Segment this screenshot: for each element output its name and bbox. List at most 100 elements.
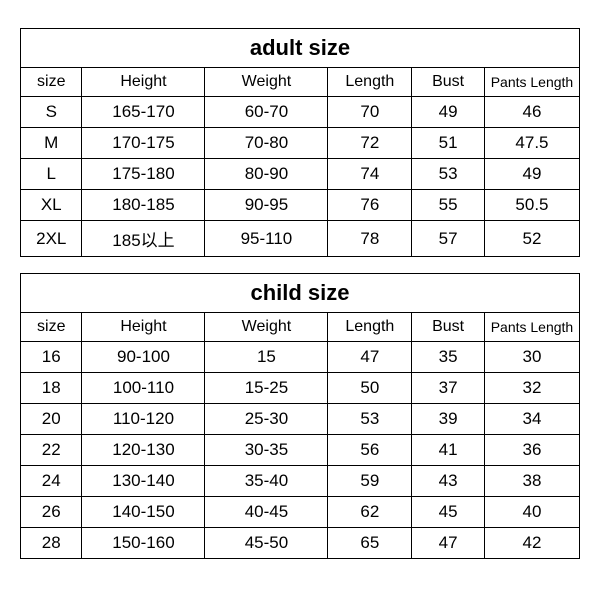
cell-bust: 37 bbox=[412, 373, 485, 404]
table-row: XL180-18590-95765550.5 bbox=[21, 190, 580, 221]
child-size-table: child size size Height Weight Length Bus… bbox=[20, 273, 580, 559]
cell-size: 16 bbox=[21, 342, 82, 373]
column-header-weight: Weight bbox=[205, 68, 328, 97]
cell-length: 76 bbox=[328, 190, 412, 221]
cell-size: L bbox=[21, 159, 82, 190]
column-header-bust: Bust bbox=[412, 68, 485, 97]
cell-height: 100-110 bbox=[82, 373, 205, 404]
cell-length: 47 bbox=[328, 342, 412, 373]
table-row: 24130-14035-40594338 bbox=[21, 466, 580, 497]
cell-height: 170-175 bbox=[82, 128, 205, 159]
cell-weight: 30-35 bbox=[205, 435, 328, 466]
cell-length: 65 bbox=[328, 528, 412, 559]
cell-weight: 95-110 bbox=[205, 221, 328, 257]
cell-bust: 47 bbox=[412, 528, 485, 559]
cell-size: 20 bbox=[21, 404, 82, 435]
column-header-pants: Pants Length bbox=[484, 68, 579, 97]
column-header-weight: Weight bbox=[205, 313, 328, 342]
cell-weight: 15 bbox=[205, 342, 328, 373]
adult-size-table: adult size size Height Weight Length Bus… bbox=[20, 28, 580, 257]
cell-size: S bbox=[21, 97, 82, 128]
column-header-length: Length bbox=[328, 313, 412, 342]
cell-pants: 38 bbox=[484, 466, 579, 497]
cell-length: 78 bbox=[328, 221, 412, 257]
child-size-table-wrapper: child size size Height Weight Length Bus… bbox=[20, 273, 580, 559]
cell-length: 72 bbox=[328, 128, 412, 159]
adult-table-body: S165-17060-70704946M170-17570-80725147.5… bbox=[21, 97, 580, 257]
cell-height: 120-130 bbox=[82, 435, 205, 466]
cell-size: 24 bbox=[21, 466, 82, 497]
table-row: L175-18080-90745349 bbox=[21, 159, 580, 190]
cell-length: 74 bbox=[328, 159, 412, 190]
cell-height: 175-180 bbox=[82, 159, 205, 190]
cell-height: 150-160 bbox=[82, 528, 205, 559]
table-row: S165-17060-70704946 bbox=[21, 97, 580, 128]
cell-size: M bbox=[21, 128, 82, 159]
cell-weight: 35-40 bbox=[205, 466, 328, 497]
table-header-row: size Height Weight Length Bust Pants Len… bbox=[21, 313, 580, 342]
cell-pants: 46 bbox=[484, 97, 579, 128]
child-table-body: 1690-1001547353018100-11015-255037322011… bbox=[21, 342, 580, 559]
cell-pants: 34 bbox=[484, 404, 579, 435]
cell-weight: 60-70 bbox=[205, 97, 328, 128]
cell-height: 90-100 bbox=[82, 342, 205, 373]
cell-length: 62 bbox=[328, 497, 412, 528]
table-row: 22120-13030-35564136 bbox=[21, 435, 580, 466]
table-row: 1690-10015473530 bbox=[21, 342, 580, 373]
column-header-size: size bbox=[21, 313, 82, 342]
cell-height: 140-150 bbox=[82, 497, 205, 528]
cell-bust: 55 bbox=[412, 190, 485, 221]
cell-size: XL bbox=[21, 190, 82, 221]
cell-size: 28 bbox=[21, 528, 82, 559]
cell-bust: 45 bbox=[412, 497, 485, 528]
cell-bust: 57 bbox=[412, 221, 485, 257]
cell-bust: 43 bbox=[412, 466, 485, 497]
cell-pants: 36 bbox=[484, 435, 579, 466]
table-title-row: adult size bbox=[21, 29, 580, 68]
table-row: 28150-16045-50654742 bbox=[21, 528, 580, 559]
cell-pants: 40 bbox=[484, 497, 579, 528]
cell-pants: 30 bbox=[484, 342, 579, 373]
cell-weight: 80-90 bbox=[205, 159, 328, 190]
column-header-size: size bbox=[21, 68, 82, 97]
cell-size: 22 bbox=[21, 435, 82, 466]
column-header-bust: Bust bbox=[412, 313, 485, 342]
cell-size: 2XL bbox=[21, 221, 82, 257]
table-row: M170-17570-80725147.5 bbox=[21, 128, 580, 159]
cell-bust: 53 bbox=[412, 159, 485, 190]
cell-height: 130-140 bbox=[82, 466, 205, 497]
column-header-height: Height bbox=[82, 313, 205, 342]
cell-pants: 49 bbox=[484, 159, 579, 190]
column-header-pants: Pants Length bbox=[484, 313, 579, 342]
table-title-row: child size bbox=[21, 274, 580, 313]
table-row: 26140-15040-45624540 bbox=[21, 497, 580, 528]
cell-size: 18 bbox=[21, 373, 82, 404]
cell-pants: 42 bbox=[484, 528, 579, 559]
cell-bust: 35 bbox=[412, 342, 485, 373]
cell-weight: 45-50 bbox=[205, 528, 328, 559]
cell-bust: 41 bbox=[412, 435, 485, 466]
cell-size: 26 bbox=[21, 497, 82, 528]
cell-bust: 51 bbox=[412, 128, 485, 159]
cell-length: 70 bbox=[328, 97, 412, 128]
cell-length: 53 bbox=[328, 404, 412, 435]
table-row: 18100-11015-25503732 bbox=[21, 373, 580, 404]
table-row: 20110-12025-30533934 bbox=[21, 404, 580, 435]
cell-weight: 70-80 bbox=[205, 128, 328, 159]
cell-length: 50 bbox=[328, 373, 412, 404]
cell-length: 56 bbox=[328, 435, 412, 466]
table-row: 2XL185以上95-110785752 bbox=[21, 221, 580, 257]
cell-weight: 15-25 bbox=[205, 373, 328, 404]
cell-weight: 40-45 bbox=[205, 497, 328, 528]
cell-bust: 39 bbox=[412, 404, 485, 435]
cell-height: 185以上 bbox=[82, 221, 205, 257]
adult-table-title: adult size bbox=[21, 29, 580, 68]
cell-weight: 25-30 bbox=[205, 404, 328, 435]
cell-height: 110-120 bbox=[82, 404, 205, 435]
column-header-height: Height bbox=[82, 68, 205, 97]
cell-pants: 47.5 bbox=[484, 128, 579, 159]
child-table-title: child size bbox=[21, 274, 580, 313]
cell-pants: 52 bbox=[484, 221, 579, 257]
cell-height: 180-185 bbox=[82, 190, 205, 221]
cell-pants: 32 bbox=[484, 373, 579, 404]
